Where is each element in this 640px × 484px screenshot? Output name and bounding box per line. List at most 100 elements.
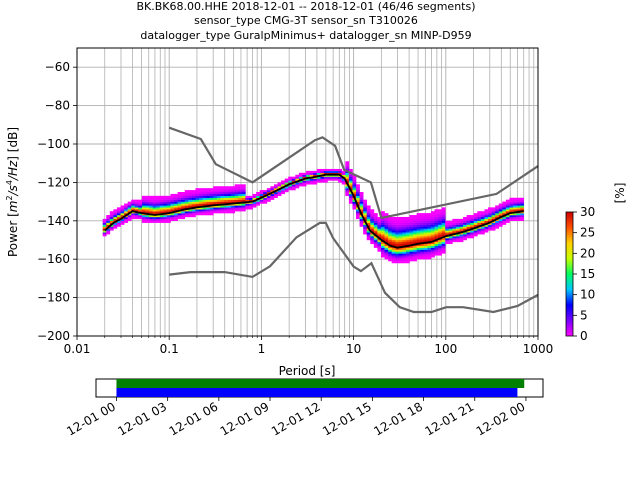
psd-cell bbox=[423, 228, 428, 231]
psd-cell bbox=[231, 190, 236, 193]
psd-cell bbox=[430, 216, 435, 220]
psd-cell bbox=[199, 203, 203, 206]
psd-cell bbox=[402, 251, 407, 254]
psd-cell bbox=[370, 228, 375, 231]
psd-cell bbox=[177, 216, 182, 220]
psd-cell bbox=[309, 172, 314, 175]
timeline-tick-label: 12-01 09 bbox=[218, 399, 272, 438]
psd-cell bbox=[505, 211, 510, 214]
nhnm-curve bbox=[168, 126, 539, 220]
psd-cell bbox=[270, 186, 275, 189]
psd-cell bbox=[134, 207, 139, 210]
psd-cell bbox=[370, 222, 375, 225]
psd-cell bbox=[498, 213, 503, 216]
psd-cell bbox=[520, 201, 525, 204]
psd-cell bbox=[402, 253, 407, 256]
psd-cell bbox=[113, 211, 118, 214]
psd-cell bbox=[224, 211, 228, 214]
psd-cell bbox=[313, 170, 318, 173]
psd-cell bbox=[224, 207, 228, 210]
psd-cell bbox=[224, 209, 228, 212]
psd-cell bbox=[370, 213, 375, 216]
psd-cell bbox=[120, 207, 125, 210]
psd-cell bbox=[152, 218, 157, 221]
timeline-tick-label: 12-02 00 bbox=[474, 399, 528, 438]
psd-cell bbox=[227, 186, 232, 189]
psd-cell bbox=[463, 218, 467, 221]
psd-cell bbox=[427, 215, 432, 218]
psd-cell bbox=[216, 193, 221, 197]
psd-cell bbox=[313, 180, 318, 183]
psd-cell bbox=[163, 195, 168, 198]
psd-cell bbox=[434, 243, 439, 246]
psd-cell bbox=[420, 228, 425, 231]
psd-cell bbox=[438, 215, 442, 218]
psd-cell bbox=[434, 218, 439, 221]
psd-cell bbox=[134, 201, 139, 204]
psd-cell bbox=[377, 245, 382, 248]
psd-cell bbox=[466, 226, 471, 229]
psd-cell bbox=[391, 247, 396, 250]
psd-cell bbox=[256, 195, 260, 198]
psd-cell bbox=[413, 226, 417, 229]
psd-cell bbox=[131, 201, 136, 204]
psd-cell bbox=[202, 199, 207, 202]
psd-cell bbox=[473, 215, 478, 218]
psd-cell bbox=[409, 259, 414, 262]
timeline-tick-label: 12-01 18 bbox=[371, 399, 425, 438]
psd-cell bbox=[327, 178, 332, 181]
plot-background bbox=[77, 48, 538, 336]
x-tick-label: 0.01 bbox=[64, 342, 91, 356]
psd-cell bbox=[427, 228, 432, 231]
psd-cell bbox=[402, 255, 407, 258]
psd-cell bbox=[298, 182, 303, 185]
psd-cell bbox=[420, 253, 425, 256]
psd-cell bbox=[409, 234, 414, 237]
psd-cell bbox=[366, 232, 371, 235]
psd-cell bbox=[234, 199, 239, 202]
x-tick-label: 1 bbox=[258, 342, 266, 356]
psd-cell bbox=[388, 222, 393, 225]
psd-cell bbox=[145, 211, 150, 214]
psd-cell bbox=[430, 241, 435, 245]
psd-cell bbox=[352, 184, 357, 187]
psd-cell bbox=[430, 245, 435, 248]
psd-cell bbox=[438, 213, 442, 216]
psd-cell bbox=[427, 245, 432, 248]
psd-cell bbox=[381, 251, 385, 254]
psd-cell bbox=[188, 215, 193, 218]
psd-cell bbox=[502, 216, 507, 220]
psd-cell bbox=[430, 228, 435, 231]
psd-cell bbox=[448, 220, 453, 223]
psd-cell bbox=[498, 218, 503, 221]
psd-cell bbox=[184, 190, 189, 193]
psd-cell bbox=[145, 220, 150, 223]
psd-cell bbox=[466, 230, 471, 233]
psd-cell bbox=[306, 170, 310, 173]
psd-cell bbox=[345, 193, 350, 197]
psd-cell bbox=[234, 190, 239, 193]
psd-cell bbox=[395, 251, 400, 254]
psd-cell bbox=[213, 190, 218, 193]
colorbar-tick-label: 15 bbox=[580, 267, 595, 281]
psd-cell bbox=[377, 216, 382, 220]
psd-cell bbox=[473, 224, 478, 227]
psd-cell bbox=[298, 180, 303, 183]
psd-cell bbox=[199, 193, 203, 197]
psd-cell bbox=[366, 213, 371, 216]
psd-cell bbox=[441, 224, 446, 227]
psd-cell bbox=[188, 211, 193, 214]
psd-cell bbox=[427, 226, 432, 229]
psd-cell bbox=[270, 188, 275, 191]
psd-cell bbox=[413, 220, 417, 223]
psd-cell bbox=[505, 201, 510, 204]
psd-cell bbox=[477, 228, 482, 231]
psd-cell bbox=[113, 216, 118, 220]
psd-cell bbox=[177, 215, 182, 218]
psd-cell bbox=[113, 218, 118, 221]
psd-cell bbox=[409, 226, 414, 229]
psd-cell bbox=[159, 207, 164, 210]
psd-cell bbox=[384, 236, 389, 239]
psd-cell bbox=[166, 195, 171, 198]
psd-cell bbox=[366, 215, 371, 218]
